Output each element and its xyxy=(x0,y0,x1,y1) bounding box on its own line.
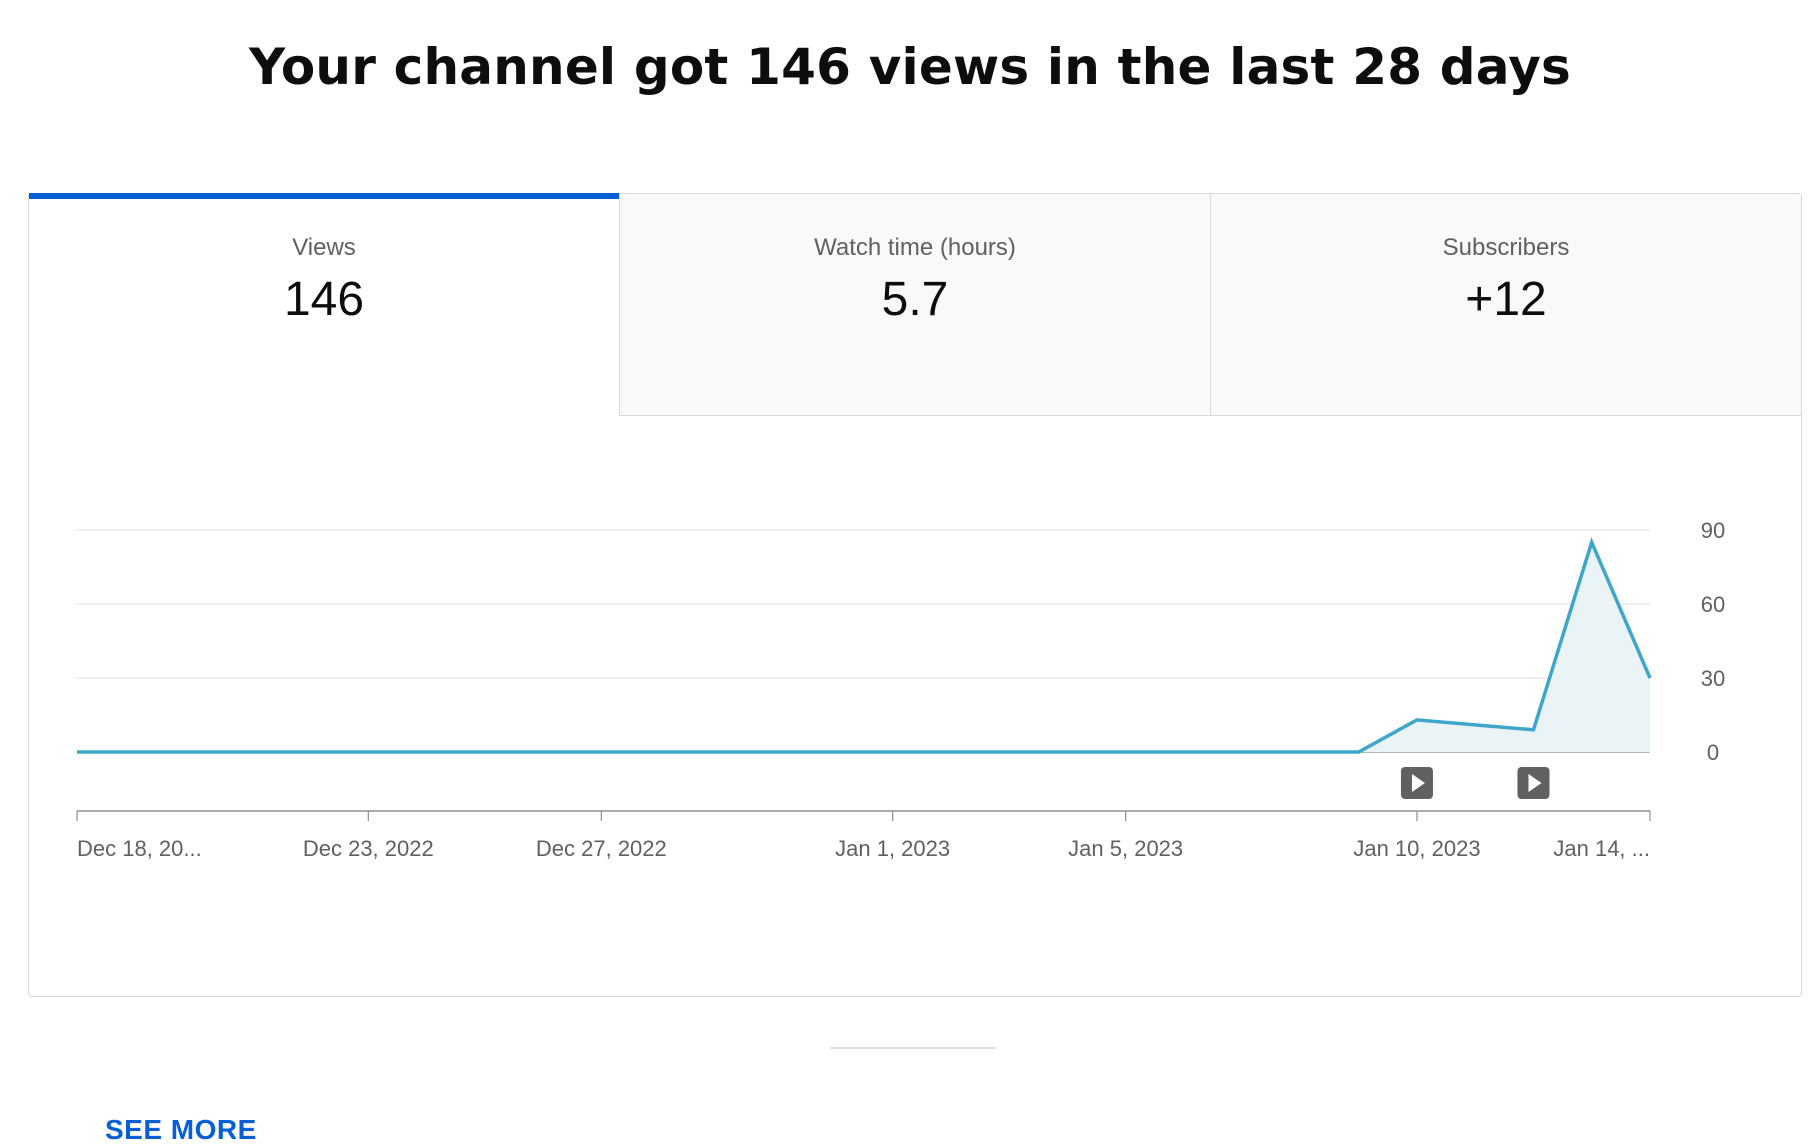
divider xyxy=(830,1047,996,1049)
see-more-button[interactable]: SEE MORE xyxy=(105,1114,257,1145)
y-tick-label: 30 xyxy=(1701,666,1725,691)
x-tick-label: Dec 23, 2022 xyxy=(303,836,434,861)
tab-watch-time-value: 5.7 xyxy=(881,273,949,326)
video-marker-icon[interactable] xyxy=(1400,767,1433,799)
x-tick-label: Jan 1, 2023 xyxy=(835,836,950,861)
y-tick-label: 60 xyxy=(1701,592,1725,617)
tab-subscribers-value: +12 xyxy=(1465,273,1547,326)
series-area xyxy=(77,542,1650,752)
tab-subscribers[interactable]: Subscribers +12 xyxy=(1210,194,1801,416)
y-tick-label: 0 xyxy=(1707,740,1719,765)
tab-views[interactable]: Views 146 xyxy=(29,193,619,416)
tab-watch-time-label: Watch time (hours) xyxy=(814,234,1016,261)
tab-views-value: 146 xyxy=(283,273,365,326)
x-tick-label: Dec 27, 2022 xyxy=(536,836,667,861)
series-line xyxy=(77,537,1652,754)
analytics-card: Views 146 Watch time (hours) 5.7 Subscri… xyxy=(28,193,1802,1145)
x-tick-label: Jan 5, 2023 xyxy=(1068,836,1183,861)
x-tick-label: Jan 14, ... xyxy=(1553,836,1650,861)
y-tick-label: 90 xyxy=(1701,518,1725,543)
video-marker-icon[interactable] xyxy=(1517,767,1550,799)
x-tick-label: Jan 10, 2023 xyxy=(1353,836,1480,861)
play-icon xyxy=(1411,774,1425,792)
tab-subscribers-label: Subscribers xyxy=(1442,234,1570,261)
tab-views-label: Views xyxy=(292,234,356,261)
metric-tabs: Views 146 Watch time (hours) 5.7 Subscri… xyxy=(29,193,1801,416)
x-tick-label: Dec 18, 20... xyxy=(77,836,202,861)
play-icon xyxy=(1528,774,1542,792)
tab-watch-time[interactable]: Watch time (hours) 5.7 xyxy=(619,194,1210,416)
views-chart: 0 30 60 90 Dec 18, 20... Dec 23, 2022 Dec 27, … xyxy=(76,518,1725,861)
page-title: Your channel got 146 views in the last 2… xyxy=(249,38,1571,96)
